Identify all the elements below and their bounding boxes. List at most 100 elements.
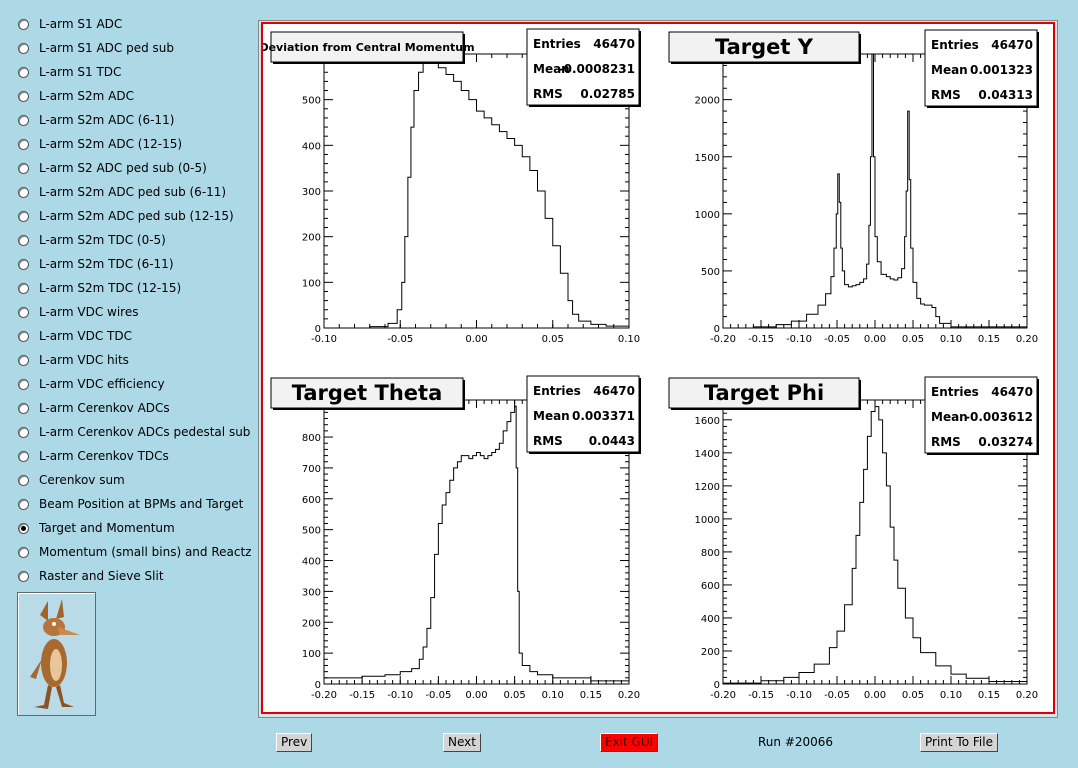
radio-item[interactable]: Target and Momentum — [14, 516, 254, 540]
y-tick-label: 600 — [701, 581, 720, 592]
radio-item-label: L-arm VDC efficiency — [39, 377, 165, 391]
radio-item[interactable]: L-arm S2m TDC (12-15) — [14, 276, 254, 300]
histogram-title: Target Theta — [292, 381, 443, 405]
y-tick-label: 0 — [714, 680, 720, 691]
prev-button[interactable]: Prev — [276, 733, 313, 752]
radio-unselected-icon[interactable] — [18, 90, 29, 102]
histogram-series — [722, 406, 1028, 684]
x-tick-label: 0.05 — [902, 334, 924, 345]
stats-value: 0.001323 — [970, 63, 1033, 77]
radio-item[interactable]: L-arm Cerenkov TDCs — [14, 444, 254, 468]
radio-item[interactable]: L-arm S1 TDC — [14, 60, 254, 84]
stats-key: RMS — [533, 87, 563, 101]
radio-item[interactable]: L-arm VDC hits — [14, 348, 254, 372]
radio-unselected-icon[interactable] — [18, 402, 29, 414]
radio-item[interactable]: L-arm S2m ADC (12-15) — [14, 132, 254, 156]
radio-item[interactable]: L-arm S1 ADC ped sub — [14, 36, 254, 60]
radio-item[interactable]: Cerenkov sum — [14, 468, 254, 492]
next-button[interactable]: Next — [443, 733, 481, 752]
y-tick-label: 800 — [701, 548, 720, 559]
x-tick-label: 0.00 — [465, 334, 487, 345]
radio-item-label: L-arm Cerenkov TDCs — [39, 449, 169, 463]
stats-value: -0.003612 — [965, 410, 1033, 424]
y-tick-label: 200 — [701, 647, 720, 658]
radio-unselected-icon[interactable] — [18, 258, 29, 270]
radio-item-label: Beam Position at BPMs and Target — [39, 497, 244, 511]
x-tick-label: 0.20 — [1016, 690, 1038, 701]
radio-item[interactable]: L-arm S2m ADC ped sub (6-11) — [14, 180, 254, 204]
x-tick-label: -0.05 — [425, 690, 451, 701]
radio-item[interactable]: L-arm S2 ADC ped sub (0-5) — [14, 156, 254, 180]
radio-unselected-icon[interactable] — [18, 114, 29, 126]
stats-value: -0.0008231 — [559, 62, 635, 76]
radio-unselected-icon[interactable] — [18, 162, 29, 174]
x-tick-label: -0.20 — [710, 334, 736, 345]
coyote-ears — [40, 599, 64, 621]
radio-item[interactable]: L-arm S2m ADC — [14, 84, 254, 108]
y-tick-label: 700 — [302, 464, 321, 475]
x-tick-label: 0.00 — [864, 334, 886, 345]
radio-item[interactable]: Momentum (small bins) and Reactz — [14, 540, 254, 564]
radio-unselected-icon[interactable] — [18, 354, 29, 366]
radio-unselected-icon[interactable] — [18, 66, 29, 78]
stats-value: 0.04313 — [978, 88, 1033, 102]
y-tick-label: 1500 — [695, 153, 720, 164]
x-tick-label: 0.05 — [503, 690, 525, 701]
radio-unselected-icon[interactable] — [18, 282, 29, 294]
x-tick-label: 0.20 — [1016, 334, 1038, 345]
radio-item[interactable]: L-arm S2m TDC (6-11) — [14, 252, 254, 276]
radio-unselected-icon[interactable] — [18, 498, 29, 510]
radio-unselected-icon[interactable] — [18, 234, 29, 246]
stats-box — [924, 29, 1038, 107]
radio-item[interactable]: L-arm S2m ADC ped sub (12-15) — [14, 204, 254, 228]
stats-value: 46470 — [991, 385, 1033, 399]
exit-gui-button[interactable]: Exit GUI — [600, 733, 659, 752]
x-tick-label: 0.00 — [465, 690, 487, 701]
radio-item[interactable]: L-arm Cerenkov ADCs — [14, 396, 254, 420]
histogram-panel: -0.20 -0.15 -0.10 -0.05 0.00 0.05 0.10 0.15 0.20… — [668, 29, 1039, 345]
radio-unselected-icon[interactable] — [18, 378, 29, 390]
radio-unselected-icon[interactable] — [18, 18, 29, 30]
radio-item[interactable]: L-arm S2m ADC (6-11) — [14, 108, 254, 132]
wile-e-coyote-logo — [17, 592, 96, 716]
x-tick-label: 0.10 — [940, 334, 962, 345]
radio-unselected-icon[interactable] — [18, 138, 29, 150]
radio-unselected-icon[interactable] — [18, 42, 29, 54]
radio-unselected-icon[interactable] — [18, 474, 29, 486]
y-tick-label: 300 — [302, 587, 321, 598]
radio-item-label: L-arm VDC TDC — [39, 329, 132, 343]
y-tick-label: 1600 — [695, 416, 720, 427]
radio-item[interactable]: L-arm Cerenkov ADCs pedestal sub — [14, 420, 254, 444]
histogram-title: Deviation from Central Momentum — [263, 41, 475, 54]
radio-unselected-icon[interactable] — [18, 546, 29, 558]
y-tick-label: 300 — [302, 187, 321, 198]
radio-item-label: L-arm S2m ADC (12-15) — [39, 137, 183, 151]
radio-item[interactable]: L-arm VDC wires — [14, 300, 254, 324]
radio-item-label: L-arm S1 ADC — [39, 17, 123, 31]
x-tick-label: -0.10 — [387, 690, 413, 701]
radio-unselected-icon[interactable] — [18, 330, 29, 342]
stats-key: Entries — [533, 384, 581, 398]
radio-item[interactable]: L-arm VDC efficiency — [14, 372, 254, 396]
radio-item-label: L-arm S2m ADC — [39, 89, 134, 103]
stats-key: Mean — [931, 63, 968, 77]
title-box — [668, 377, 860, 409]
y-tick-label: 200 — [302, 618, 321, 629]
radio-item[interactable]: Raster and Sieve Slit — [14, 564, 254, 588]
radio-unselected-icon[interactable] — [18, 570, 29, 582]
radio-item[interactable]: Beam Position at BPMs and Target — [14, 492, 254, 516]
radio-item[interactable]: L-arm S2m TDC (0-5) — [14, 228, 254, 252]
x-tick-label: -0.05 — [824, 334, 850, 345]
radio-unselected-icon[interactable] — [18, 186, 29, 198]
x-tick-label: -0.20 — [710, 690, 736, 701]
print-to-file-button[interactable]: Print To File — [920, 733, 998, 752]
radio-selected-icon[interactable] — [18, 522, 29, 534]
x-tick-label: -0.15 — [748, 334, 774, 345]
radio-item[interactable]: L-arm S1 ADC — [14, 12, 254, 36]
radio-item-label: L-arm S1 TDC — [39, 65, 122, 79]
radio-unselected-icon[interactable] — [18, 426, 29, 438]
radio-unselected-icon[interactable] — [18, 306, 29, 318]
radio-unselected-icon[interactable] — [18, 450, 29, 462]
radio-item[interactable]: L-arm VDC TDC — [14, 324, 254, 348]
radio-unselected-icon[interactable] — [18, 210, 29, 222]
